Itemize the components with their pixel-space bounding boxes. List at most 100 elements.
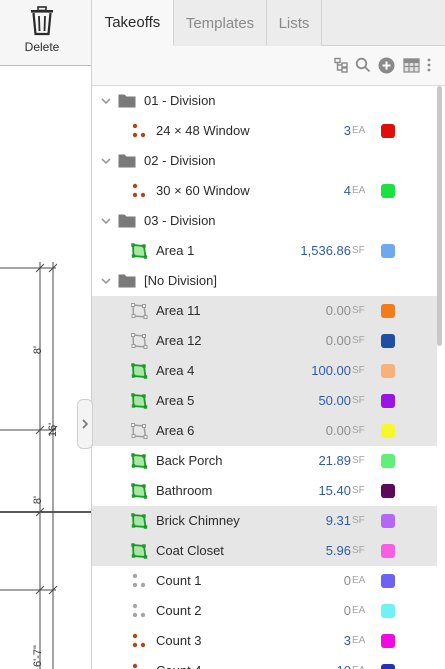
takeoff-item-row[interactable]: Area 12 0.00 SF xyxy=(92,326,437,356)
chevron-right-icon xyxy=(82,419,89,429)
chevron-down-icon[interactable] xyxy=(100,215,112,227)
item-quantity: 10 xyxy=(337,663,351,669)
color-swatch[interactable] xyxy=(381,304,395,318)
color-swatch[interactable] xyxy=(381,634,395,648)
division-group-row[interactable]: [No Division] xyxy=(92,266,437,296)
color-swatch[interactable] xyxy=(381,454,395,468)
item-quantity: 0.00 xyxy=(325,303,351,318)
takeoff-item-row[interactable]: Area 4 100.00 SF xyxy=(92,356,437,386)
scrollbar[interactable] xyxy=(437,86,442,346)
item-unit: SF xyxy=(352,365,365,376)
takeoff-item-row[interactable]: Back Porch 21.89 SF xyxy=(92,446,437,476)
color-swatch[interactable] xyxy=(381,604,395,618)
item-name: Brick Chimney xyxy=(156,513,240,528)
dimension-label: 16' xyxy=(47,423,59,437)
item-unit: EA xyxy=(352,665,365,669)
dimension-label: 6'-7" xyxy=(32,645,44,667)
takeoff-item-row[interactable]: 30 × 60 Window 4 EA xyxy=(92,176,437,206)
item-name: Area 11 xyxy=(156,303,201,318)
color-swatch[interactable] xyxy=(381,574,395,588)
takeoff-item-row[interactable]: Area 6 0.00 SF xyxy=(92,416,437,446)
chevron-down-icon[interactable] xyxy=(100,275,112,287)
count-tool-icon xyxy=(130,662,148,669)
takeoff-item-row[interactable]: Area 11 0.00 SF xyxy=(92,296,437,326)
item-unit: SF xyxy=(352,395,365,406)
item-unit: EA xyxy=(352,125,366,136)
area-tool-icon xyxy=(130,452,148,470)
division-name: [No Division] xyxy=(144,273,217,288)
item-unit: SF xyxy=(352,305,365,316)
item-name: Count 4 xyxy=(156,663,202,669)
color-swatch[interactable] xyxy=(381,544,395,558)
area-tool-icon xyxy=(130,302,148,320)
area-tool-icon xyxy=(130,392,148,410)
tab-label: Lists xyxy=(278,14,310,32)
item-name: Coat Closet xyxy=(156,543,224,558)
color-swatch[interactable] xyxy=(381,424,395,438)
color-swatch[interactable] xyxy=(381,484,395,498)
item-quantity: 50.00 xyxy=(318,393,351,408)
collapse-panel-handle[interactable] xyxy=(77,399,93,449)
folder-icon xyxy=(118,153,136,168)
color-swatch[interactable] xyxy=(381,184,395,198)
color-swatch[interactable] xyxy=(381,244,395,258)
tab-templates[interactable]: Templates xyxy=(174,0,267,46)
division-group-row[interactable]: 03 - Division xyxy=(92,206,437,236)
delete-button[interactable]: Delete xyxy=(14,6,70,58)
takeoff-item-row[interactable]: Count 3 3 EA xyxy=(92,626,437,656)
tab-takeoffs[interactable]: Takeoffs xyxy=(92,0,174,46)
add-circle-icon[interactable] xyxy=(377,56,395,74)
takeoff-item-row[interactable]: Count 1 0 EA xyxy=(92,566,437,596)
chevron-down-icon[interactable] xyxy=(100,95,112,107)
color-swatch[interactable] xyxy=(381,364,395,378)
more-vertical-icon[interactable] xyxy=(424,56,434,74)
tab-label: Templates xyxy=(185,14,255,32)
item-name: Count 1 xyxy=(156,573,202,588)
item-unit: EA xyxy=(352,185,366,196)
takeoff-item-row[interactable]: Coat Closet 5.96 SF xyxy=(92,536,437,566)
item-unit: SF xyxy=(352,335,365,346)
color-swatch[interactable] xyxy=(381,394,395,408)
drawing-toolbar: Delete xyxy=(0,0,91,66)
item-name: Area 12 xyxy=(156,333,202,348)
takeoff-item-row[interactable]: 24 × 48 Window 3 EA xyxy=(92,116,437,146)
color-swatch[interactable] xyxy=(381,124,395,138)
division-name: 01 - Division xyxy=(144,93,216,108)
division-group-row[interactable]: 02 - Division xyxy=(92,146,437,176)
item-name: Bathroom xyxy=(156,483,213,498)
hierarchy-icon[interactable] xyxy=(332,56,350,74)
item-quantity: 3 xyxy=(343,123,351,138)
count-tool-icon xyxy=(130,632,148,650)
color-swatch[interactable] xyxy=(381,334,395,348)
item-quantity: 1,536.86 xyxy=(300,243,351,258)
color-swatch[interactable] xyxy=(381,664,395,669)
area-tool-icon xyxy=(130,542,148,560)
division-name: 03 - Division xyxy=(144,213,216,228)
takeoff-item-row[interactable]: Bathroom 15.40 SF xyxy=(92,476,437,506)
count-tool-icon xyxy=(130,602,148,620)
item-name: Area 6 xyxy=(156,423,195,438)
division-group-row[interactable]: 01 - Division xyxy=(92,86,437,116)
takeoff-item-row[interactable]: Area 5 50.00 SF xyxy=(92,386,437,416)
takeoff-item-row[interactable]: Brick Chimney 9.31 SF xyxy=(92,506,437,536)
dimension-label: 8' xyxy=(32,346,44,354)
table-icon[interactable] xyxy=(402,56,420,74)
item-name: Area 1 xyxy=(156,243,195,258)
search-icon[interactable] xyxy=(354,56,372,74)
item-quantity: 15.40 xyxy=(318,483,351,498)
folder-icon xyxy=(118,93,136,108)
takeoff-item-row[interactable]: Area 1 1,536.86 SF xyxy=(92,236,437,266)
item-name: Back Porch xyxy=(156,453,223,468)
item-quantity: 0.00 xyxy=(325,333,351,348)
item-name: Area 4 xyxy=(156,363,195,378)
chevron-down-icon[interactable] xyxy=(100,155,112,167)
takeoff-item-row[interactable]: Count 2 0 EA xyxy=(92,596,437,626)
color-swatch[interactable] xyxy=(381,514,395,528)
drawing-canvas[interactable]: 8' 16' 8' 6'-7" xyxy=(0,66,92,669)
tab-lists[interactable]: Lists xyxy=(267,0,322,46)
item-quantity: 0 xyxy=(343,603,351,618)
item-name: 24 × 48 Window xyxy=(156,123,250,138)
folder-icon xyxy=(118,273,136,288)
item-quantity: 5.96 xyxy=(325,543,351,558)
